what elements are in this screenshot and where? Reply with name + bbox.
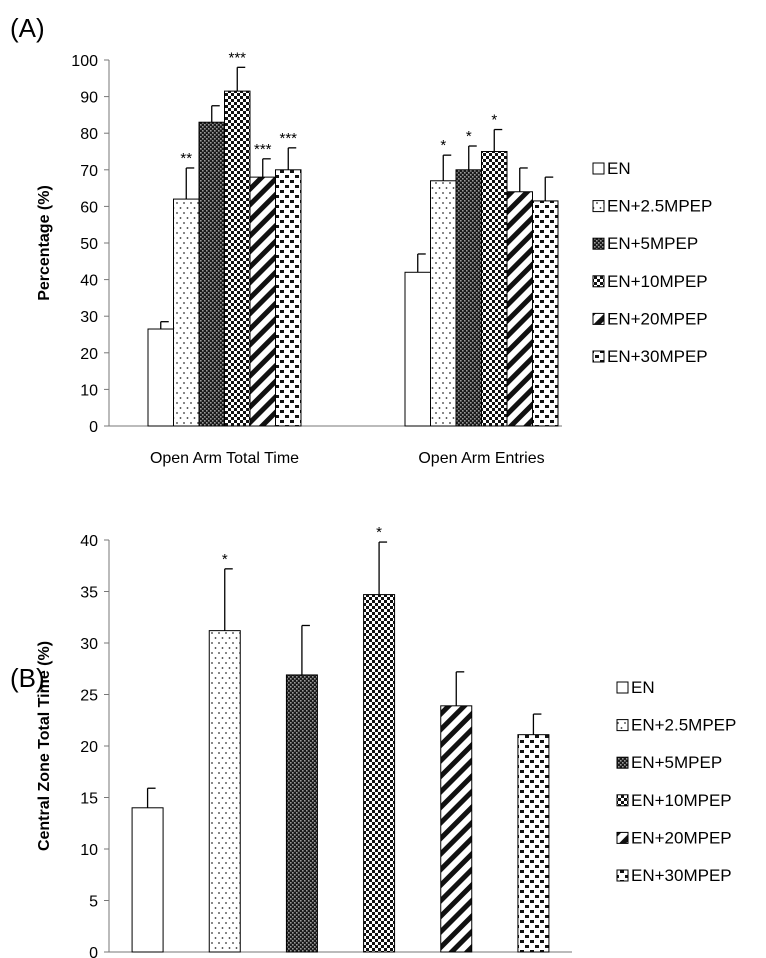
panel-a-legend-swatch bbox=[592, 162, 605, 175]
panel-a-category-label: Open Arm Entries bbox=[418, 450, 544, 467]
panel-a-legend-label: EN+5MPEP bbox=[607, 234, 698, 253]
panel-b-legend-label: EN+2.5MPEP bbox=[631, 716, 736, 735]
panel-b-legend-swatch bbox=[616, 756, 629, 769]
panel-a-bar bbox=[275, 169, 302, 427]
panel-b-significance-marker: * bbox=[222, 551, 228, 568]
panel-b-bar bbox=[208, 630, 241, 953]
panel-b-legend-swatch bbox=[616, 869, 629, 882]
panel-b-bar bbox=[363, 594, 396, 953]
panel-b-y-tick-label: 5 bbox=[89, 894, 98, 911]
panel-a-legend-swatch bbox=[592, 237, 605, 250]
panel-a-legend-swatch bbox=[592, 275, 605, 288]
panel-b-y-tick-label: 15 bbox=[80, 791, 98, 808]
panel-b-bar bbox=[131, 807, 164, 953]
panel-a-significance-marker: *** bbox=[254, 141, 272, 158]
panel-b-legend-label: EN+30MPEP bbox=[631, 866, 732, 885]
panel-a-bar bbox=[404, 271, 431, 427]
panel-a-bar bbox=[173, 198, 200, 427]
panel-a-y-tick-label: 20 bbox=[80, 346, 98, 363]
panel-a-bar bbox=[224, 90, 251, 427]
panel-a-significance-marker: *** bbox=[228, 49, 246, 66]
panel-a-y-tick-label: 40 bbox=[80, 273, 98, 290]
panel-b-y-tick-label: 20 bbox=[80, 739, 98, 756]
panel-a-y-tick-label: 30 bbox=[80, 309, 98, 326]
panel-a-legend-swatch bbox=[592, 350, 605, 363]
panel-a-significance-marker: * bbox=[491, 112, 497, 129]
panel-a-significance-marker: * bbox=[440, 137, 446, 154]
panel-b-legend-swatch bbox=[616, 794, 629, 807]
panel-a-bar bbox=[249, 176, 276, 427]
panel-a-legend-swatch bbox=[592, 312, 605, 325]
panel-b-legend-swatch bbox=[616, 831, 629, 844]
panel-b-significance-marker: * bbox=[376, 524, 382, 541]
panel-a-y-tick-label: 80 bbox=[80, 126, 98, 143]
panel-a-bar bbox=[532, 200, 559, 427]
panel-b-y-tick-label: 25 bbox=[80, 688, 98, 705]
panel-a-significance-marker: * bbox=[466, 128, 472, 145]
panel-a-legend-label: EN bbox=[607, 159, 631, 178]
panel-a-y-tick-label: 70 bbox=[80, 163, 98, 180]
panel-a-significance-marker: ** bbox=[180, 150, 192, 167]
panel-a-category-label: Open Arm Total Time bbox=[150, 450, 299, 467]
panel-a-bar bbox=[455, 169, 482, 427]
panel-a-significance-marker: *** bbox=[279, 130, 297, 147]
panel-b-label: (B) bbox=[10, 663, 45, 693]
panel-a-bar bbox=[430, 180, 457, 427]
panel-a-bar bbox=[147, 328, 174, 427]
panel-a-bar bbox=[481, 151, 508, 427]
panel-b-y-tick-label: 10 bbox=[80, 842, 98, 859]
panel-a-y-tick-label: 90 bbox=[80, 90, 98, 107]
panel-a-legend-label: EN+30MPEP bbox=[607, 347, 708, 366]
panel-b-bar bbox=[440, 705, 473, 953]
panel-a-bar bbox=[506, 191, 533, 427]
panel-b-y-axis-title: Central Zone Total Time (%) bbox=[36, 641, 53, 851]
panel-a-bar bbox=[198, 121, 225, 427]
panel-a-legend-label: EN+2.5MPEP bbox=[607, 197, 712, 216]
panel-b-legend-label: EN bbox=[631, 678, 655, 697]
panel-b-y-tick-label: 30 bbox=[80, 636, 98, 653]
panel-b-bar bbox=[517, 734, 550, 953]
panel-b-y-tick-label: 35 bbox=[80, 585, 98, 602]
panel-a-legend-label: EN+20MPEP bbox=[607, 309, 708, 328]
panel-b-legend-label: EN+20MPEP bbox=[631, 828, 732, 847]
panel-b-bar bbox=[285, 674, 318, 953]
panel-b-legend-swatch bbox=[616, 681, 629, 694]
panel-a-legend-swatch bbox=[592, 200, 605, 213]
panel-a-y-tick-label: 50 bbox=[80, 236, 98, 253]
panel-b-legend-label: EN+10MPEP bbox=[631, 791, 732, 810]
panel-b-y-tick-label: 0 bbox=[89, 945, 98, 958]
panel-a-y-tick-label: 10 bbox=[80, 382, 98, 399]
panel-b-legend-swatch bbox=[616, 719, 629, 732]
panel-a-y-tick-label: 100 bbox=[71, 53, 98, 70]
panel-b-legend-label: EN+5MPEP bbox=[631, 753, 722, 772]
panel-a-y-tick-label: 0 bbox=[89, 419, 98, 436]
panel-a-y-axis-title: Percentage (%) bbox=[36, 185, 53, 301]
panel-a-legend-label: EN+10MPEP bbox=[607, 272, 708, 291]
panel-a-y-tick-label: 60 bbox=[80, 199, 98, 216]
panel-a-label: (A) bbox=[10, 13, 45, 43]
panel-b-y-tick-label: 40 bbox=[80, 533, 98, 550]
